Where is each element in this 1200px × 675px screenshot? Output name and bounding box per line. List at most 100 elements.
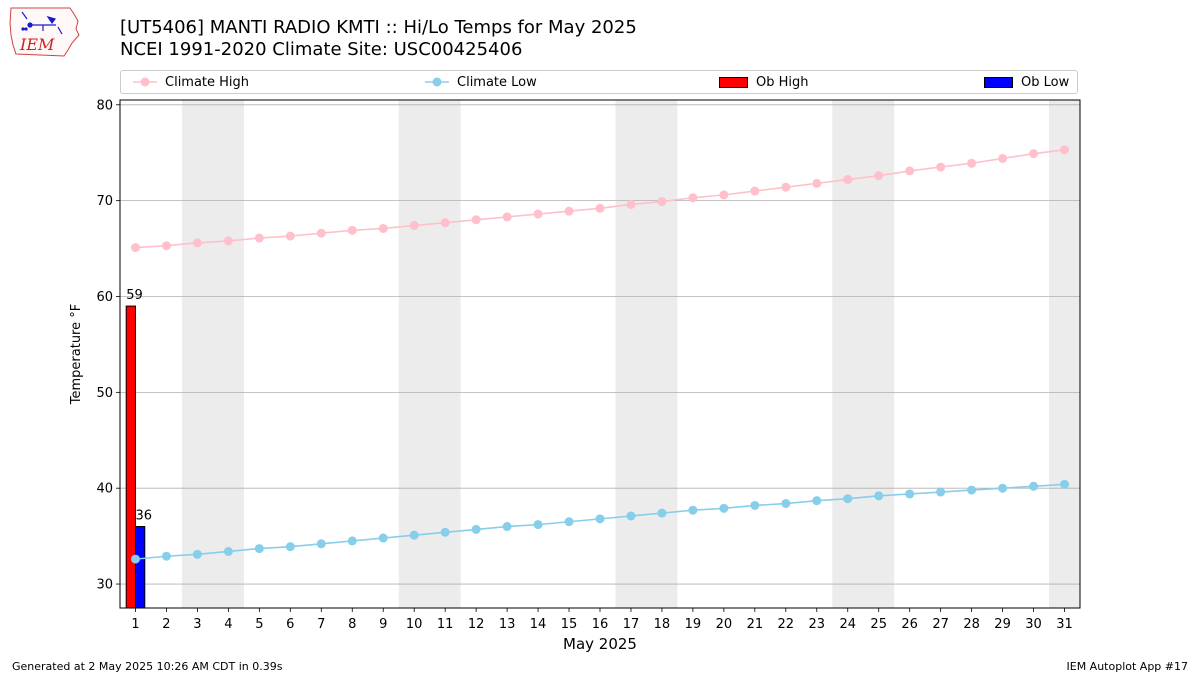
climate-high-point (750, 186, 760, 196)
x-tick-label: 31 (1056, 617, 1073, 632)
plot-frame (119, 99, 1081, 609)
climate-low-point (967, 485, 977, 495)
weather-symbols-icon (21, 11, 63, 35)
climate-high-point (564, 206, 574, 216)
climate-high-point (192, 238, 202, 248)
x-tick-label: 17 (623, 617, 640, 632)
climate-high-point (502, 212, 512, 222)
climate-low-point (223, 546, 233, 556)
x-tick-label: 20 (716, 617, 733, 632)
weekend-band (832, 100, 895, 608)
x-tick-label: 9 (379, 617, 387, 632)
x-tick-label: 5 (255, 617, 263, 632)
legend-label-climate-high: Climate High (165, 74, 250, 90)
x-tick-label: 21 (747, 617, 764, 632)
x-tick-label: 18 (654, 617, 671, 632)
y-axis-label: Temperature °F (69, 304, 84, 405)
climate-high-point (161, 241, 171, 251)
x-tick-label: 28 (963, 617, 980, 632)
grid-lines (120, 104, 1080, 585)
climate-high-point (316, 228, 326, 238)
climate-low-point (161, 551, 171, 561)
climate-high-point (1029, 149, 1039, 159)
climate-low-point (719, 503, 729, 513)
climate-low-point (657, 508, 667, 518)
weekend-shading (181, 100, 1080, 608)
x-tick-label: 23 (809, 617, 826, 632)
climate-high-point (936, 162, 946, 172)
climate-high-point (998, 153, 1008, 163)
x-tick-label: 29 (994, 617, 1011, 632)
climate-high-point (285, 231, 295, 241)
x-tick-label: 1 (131, 617, 139, 632)
legend-label-ob-high: Ob High (756, 74, 809, 90)
climate-high-point (595, 203, 605, 213)
x-tick-label: 27 (932, 617, 949, 632)
climate-high-point (812, 178, 822, 188)
climate-low-point (936, 487, 946, 497)
x-tick-label: 22 (778, 617, 795, 632)
climate-high-point (347, 225, 357, 235)
climate-high-point (378, 223, 388, 233)
legend-item-ob-low: Ob Low (984, 74, 1069, 90)
climate-low-point (998, 483, 1008, 493)
climate-high-point (471, 215, 481, 225)
climate-low-point (347, 536, 357, 546)
climate-low-point (843, 494, 853, 504)
x-tick-label: 10 (406, 617, 423, 632)
y-tick-label: 40 (96, 482, 113, 497)
climate-low-point (626, 511, 636, 521)
climate-low-point (192, 549, 202, 559)
y-tick-label: 60 (96, 290, 113, 305)
ob-low-bar (134, 526, 146, 609)
x-tick-label: 8 (348, 617, 356, 632)
climate-low-point (533, 520, 543, 530)
x-tick-label: 6 (286, 617, 294, 632)
climate-low-point (595, 514, 605, 524)
x-tick-label: 11 (437, 617, 454, 632)
climate-high-point (874, 171, 884, 181)
legend-item-ob-high: Ob High (719, 74, 809, 90)
y-tick-label: 30 (96, 578, 113, 593)
observation-bars: 59 36 (125, 288, 152, 609)
y-tick-label: 80 (96, 98, 113, 113)
climate-low-point (316, 539, 326, 549)
x-tick-label: 13 (499, 617, 516, 632)
legend-item-climate-low: Climate Low (425, 74, 537, 90)
climate-high-point (130, 243, 140, 253)
climate-low-point (812, 496, 822, 506)
iem-logo: IEM (9, 7, 80, 57)
climate-high-point (409, 221, 419, 231)
climate-high-point (254, 233, 264, 243)
weekend-band (398, 100, 461, 608)
climate-high-point (440, 218, 450, 228)
climate-low-point (1029, 481, 1039, 491)
ob-low-swatch-icon (984, 76, 1013, 88)
climate-high-point (223, 236, 233, 246)
climate-low-point (409, 530, 419, 540)
x-tick-label: 26 (901, 617, 918, 632)
climate-low-point (130, 554, 140, 564)
x-tick-label: 15 (561, 617, 578, 632)
climate-low-point (285, 542, 295, 552)
x-tick-label: 24 (839, 617, 856, 632)
climate-low-point (502, 522, 512, 532)
iowa-outline-icon (9, 7, 80, 57)
climate-high-point (781, 182, 791, 192)
climate-high-point (1060, 145, 1070, 155)
x-axis-label: May 2025 (563, 635, 637, 653)
legend-label-climate-low: Climate Low (457, 74, 537, 90)
climate-high-line-icon (133, 77, 157, 87)
y-tick-label: 50 (96, 386, 113, 401)
climate-low-point (874, 491, 884, 501)
x-tick-label: 19 (685, 617, 702, 632)
climate-high-point (533, 209, 543, 219)
logo-text: IEM (19, 35, 55, 54)
climate-low-point (471, 524, 481, 534)
ob-high-swatch-icon (719, 76, 748, 88)
climate-high-point (905, 166, 915, 176)
climate-low-line-icon (425, 77, 449, 87)
legend-label-ob-low: Ob Low (1021, 74, 1070, 90)
